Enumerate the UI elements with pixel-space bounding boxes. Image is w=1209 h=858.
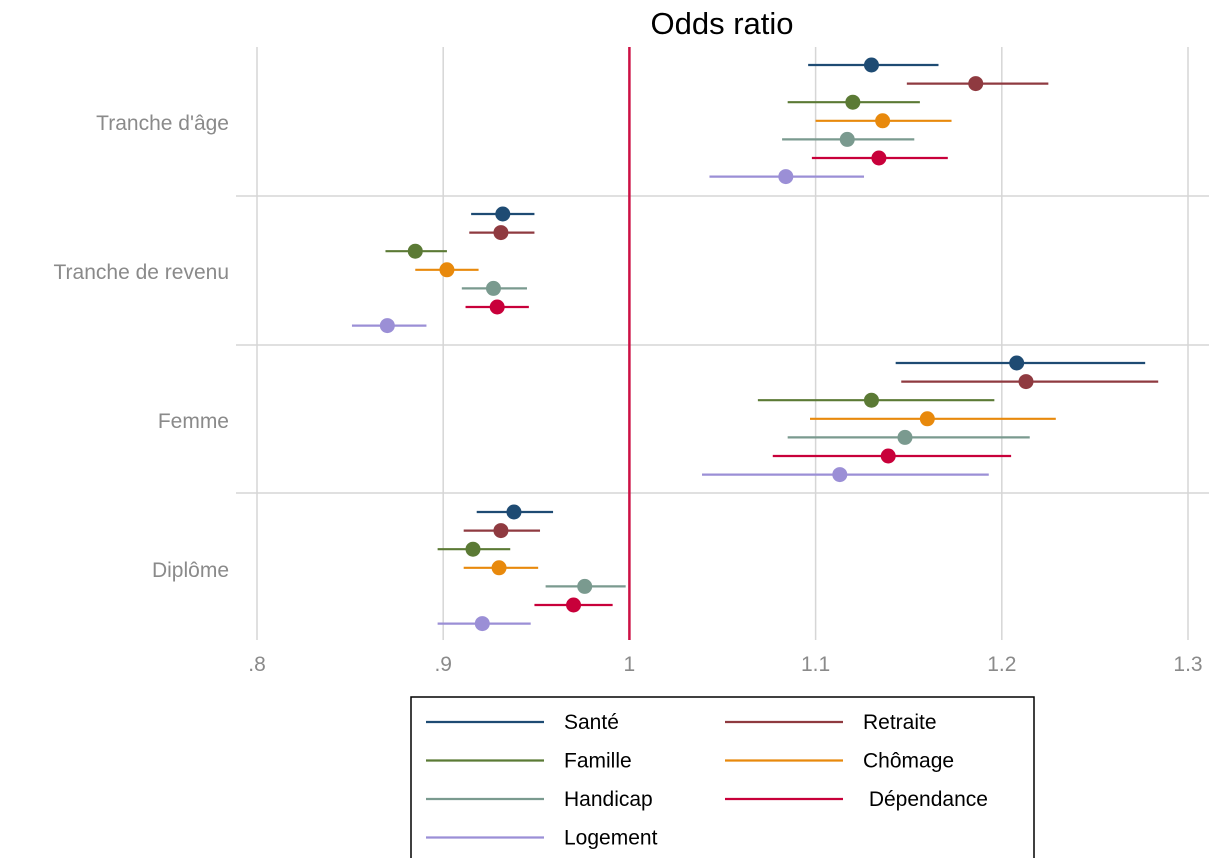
category-labels: Tranche d'âge Tranche de revenu Femme Diplô… <box>54 112 230 582</box>
series-4 <box>461 131 1030 594</box>
point-estimate <box>871 150 887 166</box>
point-estimate <box>489 299 505 315</box>
legend-label: Santé <box>564 711 619 734</box>
point-estimate <box>465 541 481 557</box>
point-estimate <box>506 504 522 520</box>
point-estimate <box>875 113 891 129</box>
legend-label: Retraite <box>863 711 937 734</box>
series-2 <box>385 94 995 557</box>
point-estimate <box>439 262 455 278</box>
point-estimate <box>577 578 593 594</box>
legend-label: Famille <box>564 750 632 773</box>
point-estimate <box>968 76 984 92</box>
x-tick-label: 1 <box>624 653 636 676</box>
point-estimate <box>778 169 794 185</box>
point-estimate <box>1009 355 1025 371</box>
point-estimate <box>474 616 490 632</box>
series-6 <box>351 169 989 632</box>
x-tick-label: .9 <box>434 653 452 676</box>
point-estimate <box>839 131 855 147</box>
category-label: Tranche d'âge <box>96 112 229 135</box>
category-label: Tranche de revenu <box>54 261 230 284</box>
point-estimate <box>379 318 395 334</box>
category-label: Diplôme <box>152 559 229 582</box>
point-estimate <box>845 94 861 110</box>
point-estimate <box>919 411 935 427</box>
point-estimate <box>566 597 582 613</box>
x-tick-label: .8 <box>248 653 266 676</box>
x-tick-label: 1.1 <box>801 653 830 676</box>
point-estimate <box>495 206 511 222</box>
x-axis-ticks: .8 .9 1 1.1 1.2 1.3 <box>248 653 1202 676</box>
point-estimate <box>832 467 848 483</box>
point-estimate <box>1018 374 1034 390</box>
point-estimate <box>493 225 509 241</box>
legend: Santé Retraite Famille Chômage Handicap Dépe… <box>410 696 1035 858</box>
legend-label: Handicap <box>564 788 653 811</box>
legend-label: Dépendance <box>863 788 988 811</box>
legend-frame <box>410 696 1035 858</box>
x-tick-label: 1.2 <box>987 653 1016 676</box>
point-estimate <box>897 429 913 445</box>
series-5 <box>465 150 1012 613</box>
legend-label: Chômage <box>863 750 954 773</box>
point-estimate <box>485 280 501 296</box>
series-0 <box>471 57 1146 520</box>
series-3 <box>415 113 1056 576</box>
x-tick-label: 1.3 <box>1173 653 1202 676</box>
point-estimate <box>880 448 896 464</box>
grid <box>236 47 1209 640</box>
point-estimate <box>863 57 879 73</box>
point-estimate <box>863 392 879 408</box>
point-estimate <box>491 560 507 576</box>
point-estimate <box>493 523 509 539</box>
category-label: Femme <box>158 410 229 433</box>
legend-label: Logement <box>564 827 658 850</box>
chart-title: Odds ratio <box>650 6 793 41</box>
series-1 <box>463 76 1159 539</box>
point-estimate <box>407 243 423 259</box>
series-marks <box>351 57 1159 632</box>
